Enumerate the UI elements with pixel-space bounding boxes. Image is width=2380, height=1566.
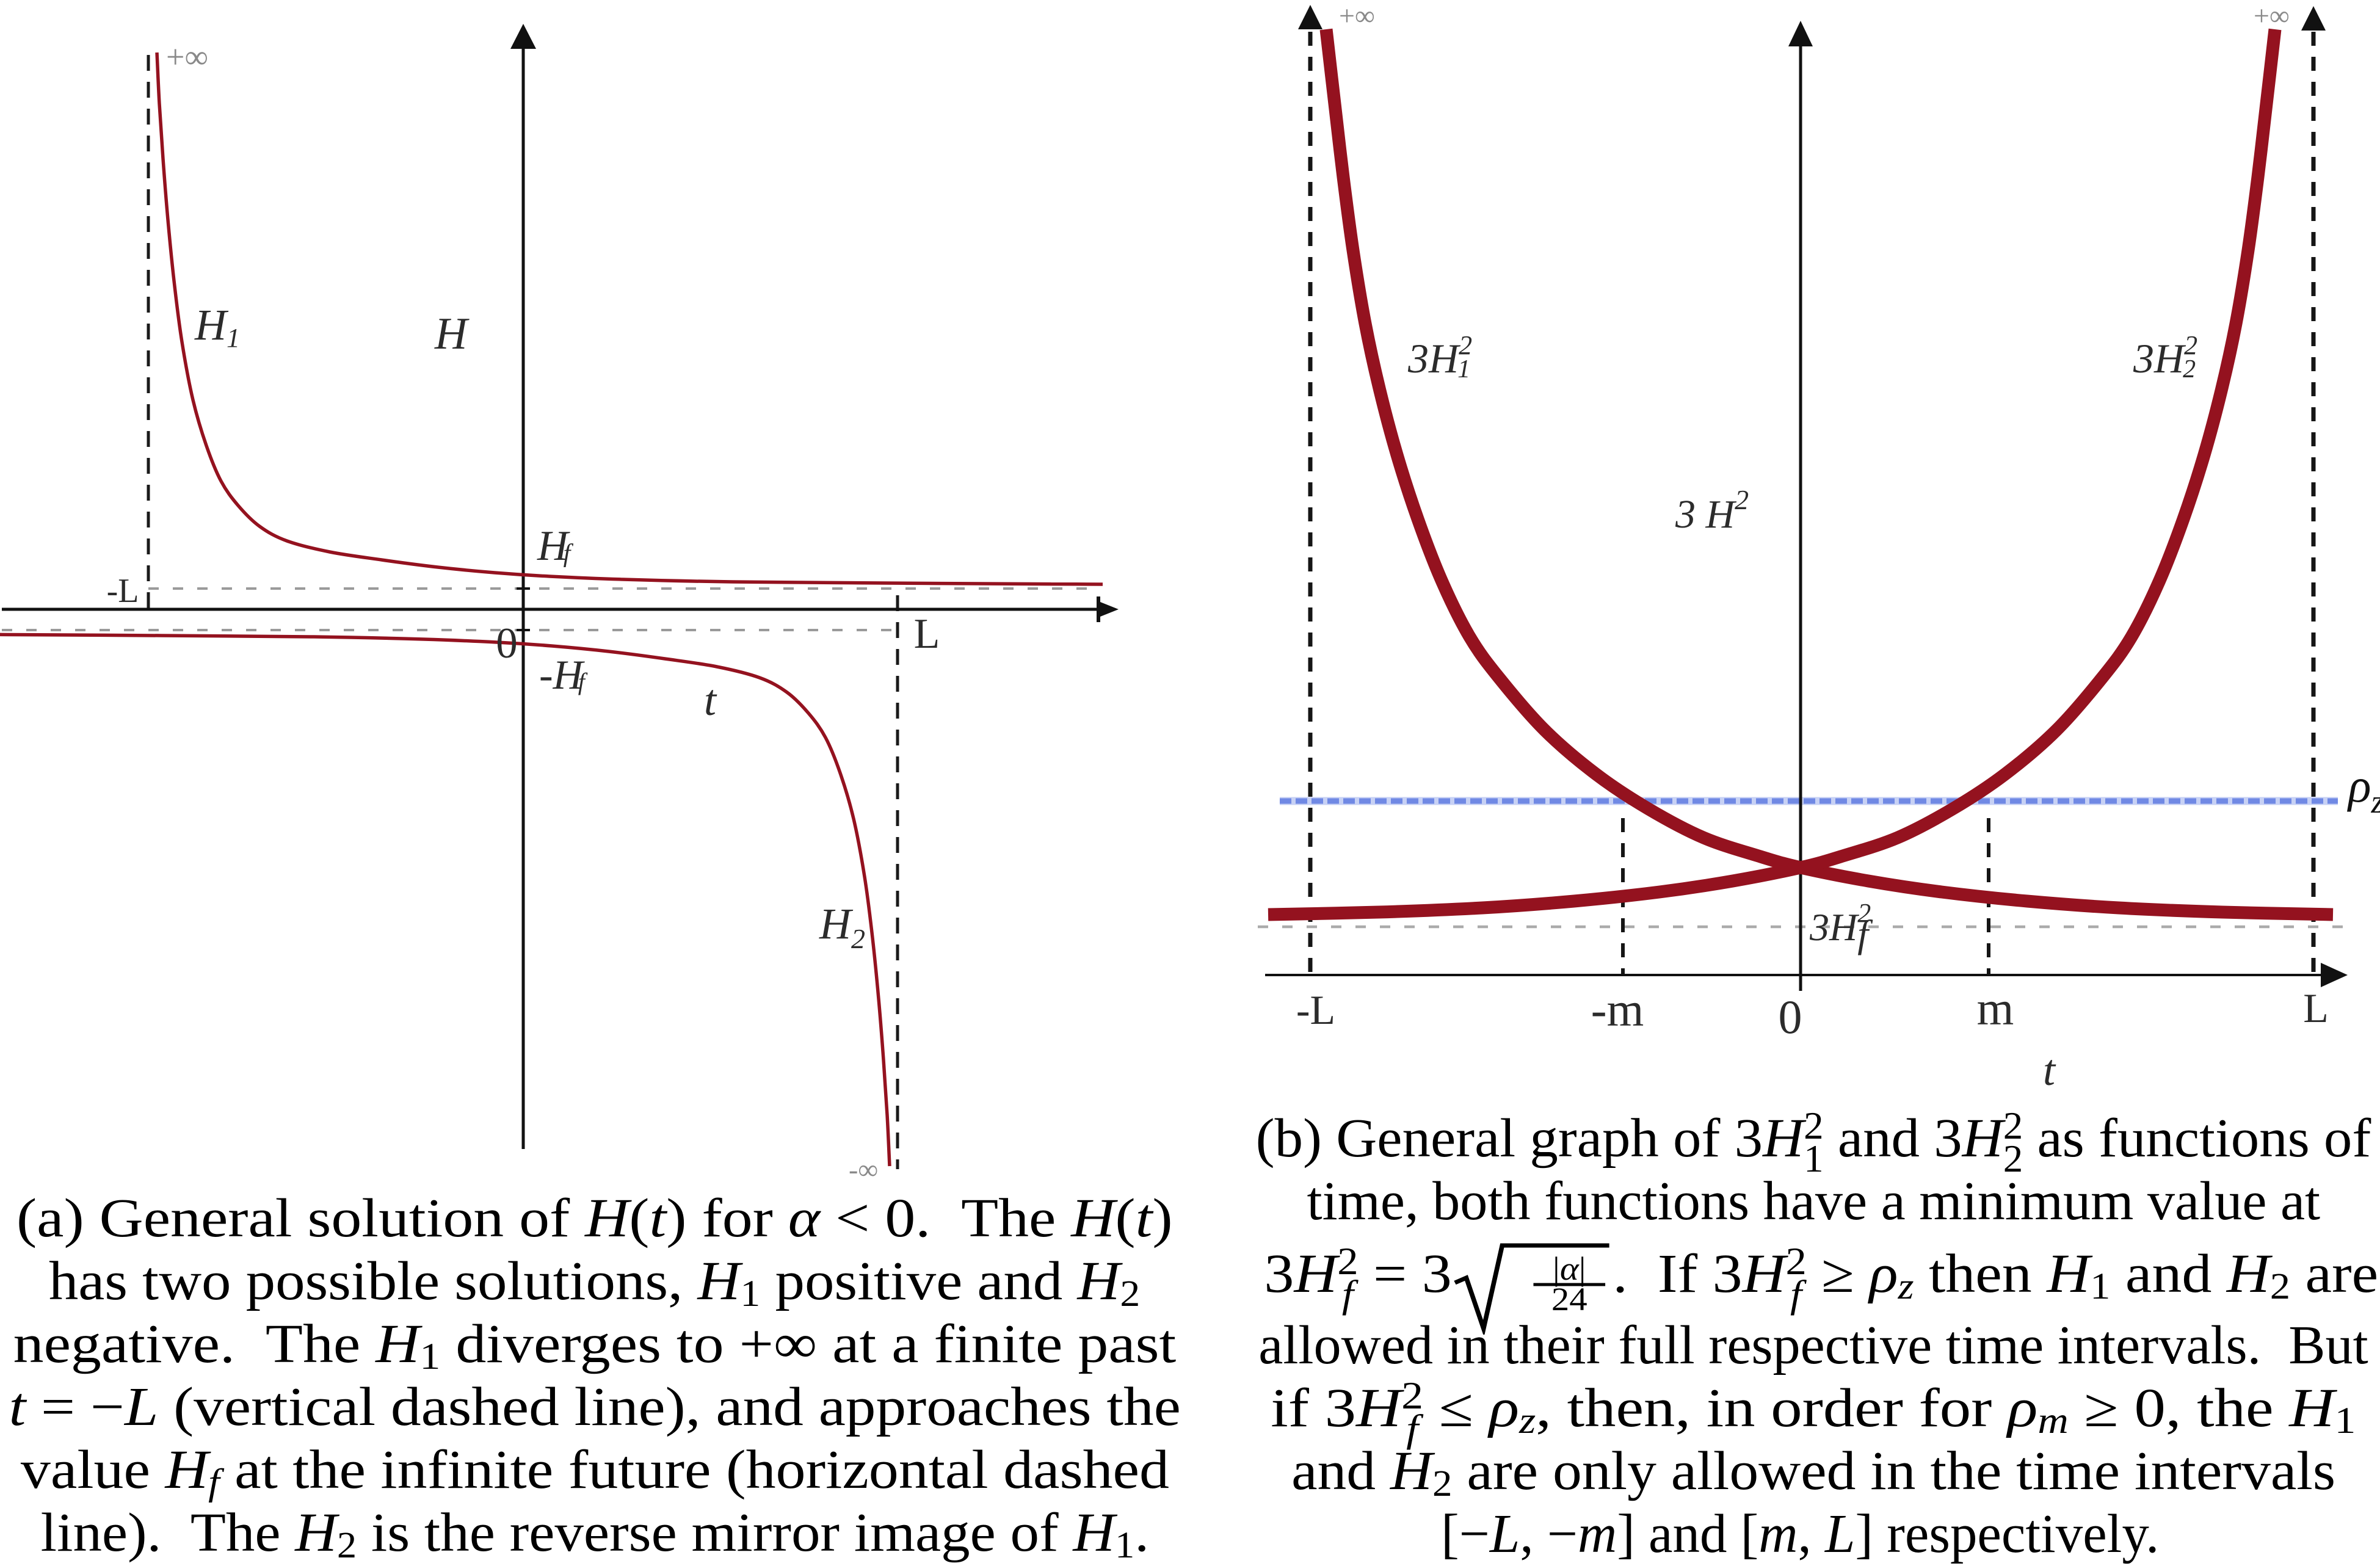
svg-text:t: t — [2043, 1046, 2056, 1095]
svg-text:-∞: -∞ — [849, 1154, 878, 1185]
svg-text:-Hf: -Hf — [539, 651, 588, 698]
svg-text:3 H2: 3 H2 — [1675, 484, 1749, 537]
svg-text:-L: -L — [1296, 987, 1335, 1033]
svg-text:ρz: ρz — [2347, 759, 2380, 820]
svg-text:L: L — [2303, 985, 2329, 1031]
svg-text:+∞: +∞ — [166, 38, 208, 75]
svg-text:0: 0 — [1779, 990, 1802, 1043]
svg-text:H: H — [434, 309, 470, 359]
svg-text:24: 24 — [1551, 1281, 1587, 1318]
svg-text:H1: H1 — [194, 300, 240, 353]
svg-text:-L: -L — [107, 572, 139, 610]
svg-text:0: 0 — [496, 620, 518, 667]
svg-text:3H2f: 3H2f — [1809, 898, 1873, 955]
svg-text:-m: -m — [1591, 983, 1644, 1036]
svg-text:t: t — [704, 676, 717, 725]
svg-text:+∞: +∞ — [1339, 0, 1375, 31]
svg-text:L: L — [914, 611, 940, 658]
svg-text:|α|: |α| — [1553, 1251, 1586, 1287]
svg-text:+∞: +∞ — [2254, 0, 2290, 31]
svg-text:m: m — [1977, 982, 2014, 1035]
svg-text:Hf: Hf — [537, 523, 574, 570]
svg-text:H2: H2 — [819, 899, 865, 954]
